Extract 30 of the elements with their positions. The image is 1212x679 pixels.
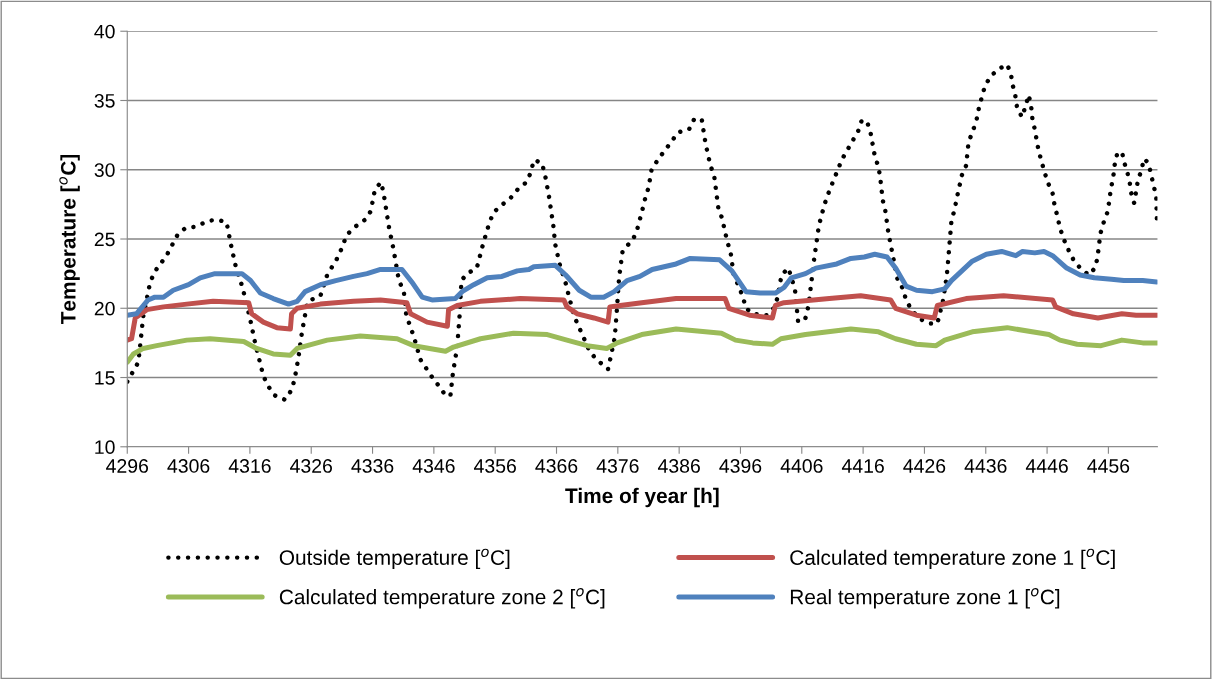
x-tick-label: 4406	[780, 459, 823, 473]
x-tick-label: 4396	[719, 459, 762, 473]
x-tick-label: 4436	[964, 459, 1007, 473]
x-tick-label: 4456	[1087, 459, 1130, 473]
y-tick-label: 35	[94, 93, 115, 108]
y-axis-title: Temperature [$^{o}$C]	[59, 154, 80, 325]
x-tick-label: 4426	[903, 459, 946, 473]
y-tick-label: 25	[94, 232, 115, 247]
x-tick-label: 4356	[474, 459, 516, 473]
x-tick-label: 4386	[657, 459, 700, 473]
y-tick-label: 20	[94, 301, 115, 316]
x-axis-title: Time of year [h]	[565, 487, 719, 508]
x-tick-label: 4336	[351, 459, 394, 473]
legend-label: Outside temperature [$^{o}$C]	[279, 548, 510, 570]
x-tick-label: 4326	[290, 459, 332, 473]
x-tick-label: 4316	[228, 459, 271, 473]
y-tick-label: 10	[95, 440, 115, 455]
legend-label: Real temperature zone 1 [$^{o}$C]	[790, 588, 1060, 609]
legend-label: Calculated temperature zone 1 [$^{o}$C]	[790, 548, 1115, 570]
x-tick-label: 4306	[167, 459, 210, 473]
x-tick-label: 4296	[106, 459, 149, 473]
x-tick-label: 4366	[535, 459, 578, 473]
x-tick-label: 4416	[841, 459, 884, 473]
x-tick-label: 4446	[1025, 459, 1068, 473]
legend-label: Calculated temperature zone 2 [$^{o}$C]	[279, 588, 605, 609]
y-tick-label: 40	[94, 24, 115, 39]
x-tick-label: 4346	[412, 459, 455, 473]
y-tick-label: 15	[95, 371, 115, 385]
x-tick-label: 4376	[596, 459, 639, 473]
y-tick-label: 30	[94, 163, 115, 177]
